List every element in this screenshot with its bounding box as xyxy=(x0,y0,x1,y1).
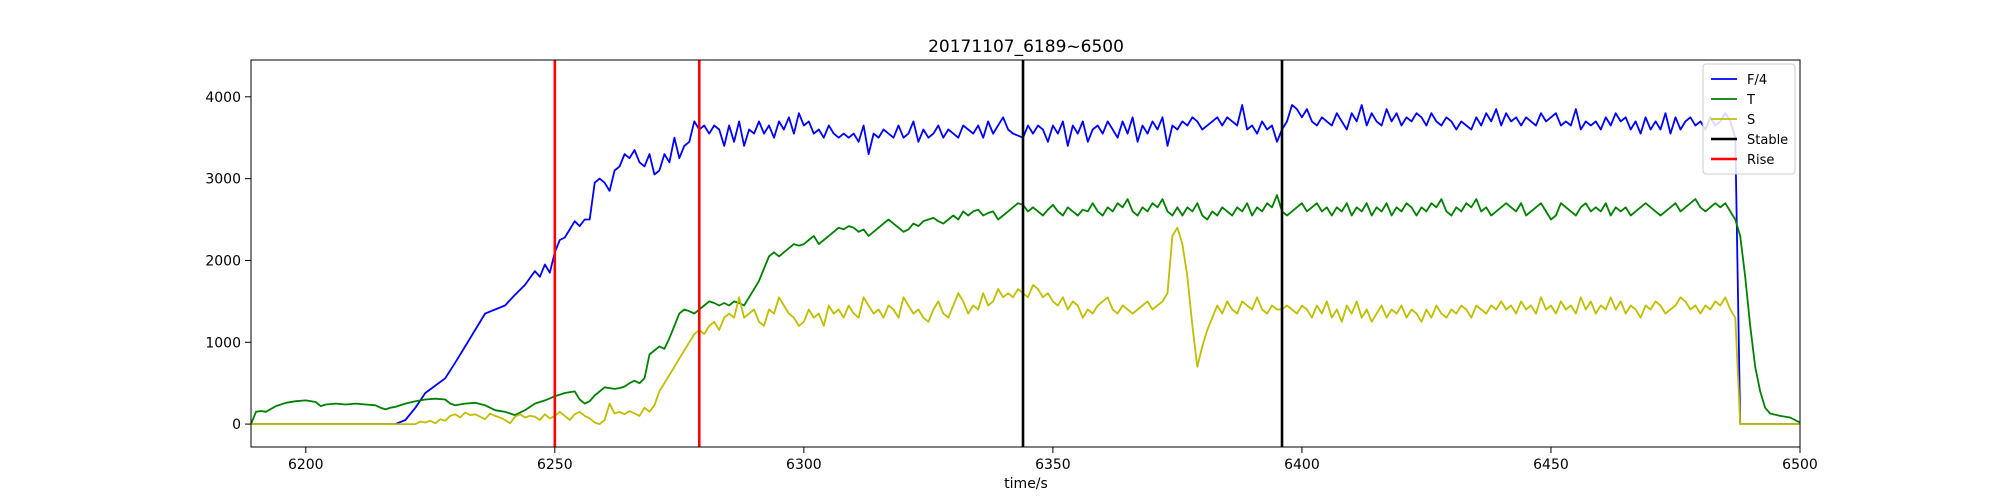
series-line-f-4 xyxy=(251,104,1800,425)
series-layer xyxy=(250,104,1801,425)
x-tick-label: 6200 xyxy=(288,457,324,473)
x-tick-label: 6250 xyxy=(537,457,573,473)
legend-label: Rise xyxy=(1747,153,1774,168)
x-axis-ticks: 6200 6250 6300 6350 6400 6450 6500 xyxy=(288,447,1818,473)
series-line-t xyxy=(250,194,1801,425)
plot-area-frame xyxy=(250,59,1801,448)
x-tick-label: 6500 xyxy=(1782,457,1818,473)
legend-box xyxy=(1702,63,1796,175)
series-line-s xyxy=(251,226,1800,425)
y-tick-label: 1000 xyxy=(205,335,241,351)
marker-lines-layer xyxy=(553,60,1284,447)
x-tick-label: 6400 xyxy=(1284,457,1320,473)
legend-label: Stable xyxy=(1747,133,1788,148)
chart-title: 20171107_6189~6500 xyxy=(928,37,1124,57)
y-tick-label: 0 xyxy=(232,417,241,433)
legend-label: T xyxy=(1746,93,1755,108)
x-tick-label: 6350 xyxy=(1035,457,1071,473)
x-tick-label: 6450 xyxy=(1533,457,1569,473)
legend: F/4 TS Stable Rise xyxy=(1702,63,1796,175)
x-tick-label: 6300 xyxy=(786,457,822,473)
y-axis-ticks: 0 1000 2000 3000 4000 xyxy=(205,90,251,433)
legend-label: F/4 xyxy=(1747,73,1767,88)
y-tick-label: 2000 xyxy=(205,253,241,269)
legend-label: S xyxy=(1747,113,1755,128)
y-tick-label: 4000 xyxy=(205,90,241,106)
y-tick-label: 3000 xyxy=(205,172,241,188)
x-axis-label: time/s xyxy=(1004,476,1048,492)
